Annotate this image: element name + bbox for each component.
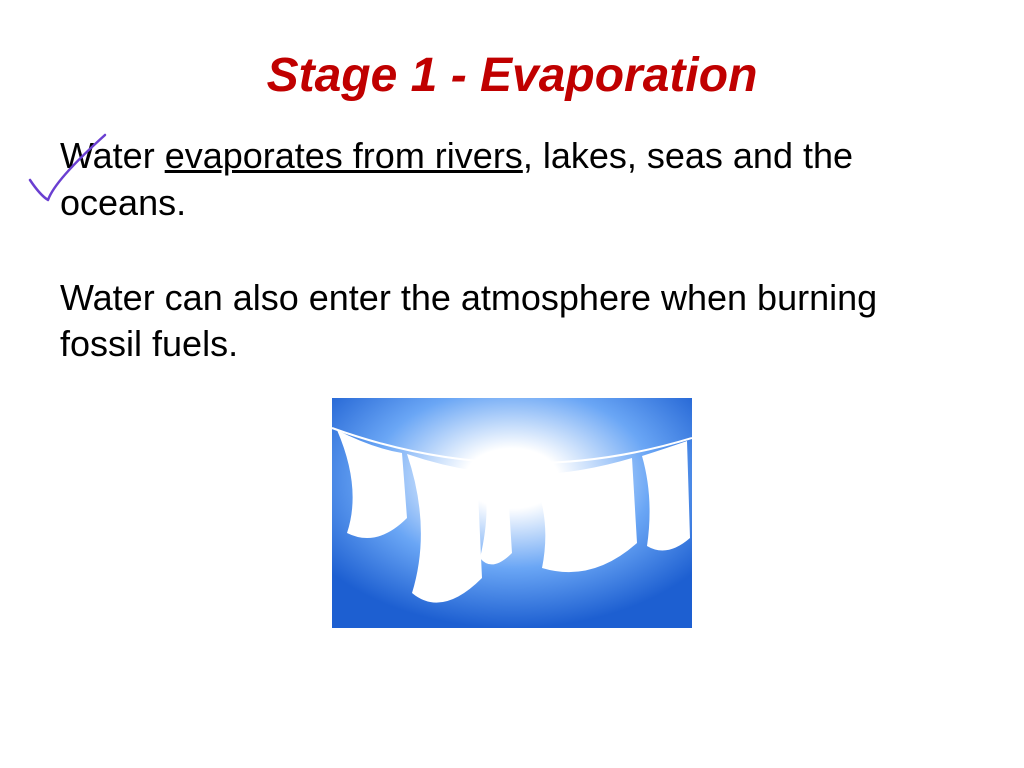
checkmark-icon (20, 130, 110, 210)
body-text-block: Water evaporates from rivers, lakes, sea… (0, 103, 1024, 368)
paragraph-2: Water can also enter the atmosphere when… (60, 275, 964, 369)
paragraph-1: Water evaporates from rivers, lakes, sea… (60, 133, 964, 227)
slide-title: Stage 1 - Evaporation (0, 0, 1024, 103)
laundry-sun-illustration (332, 398, 692, 628)
p1-underlined: evaporates from rivers (165, 135, 523, 176)
